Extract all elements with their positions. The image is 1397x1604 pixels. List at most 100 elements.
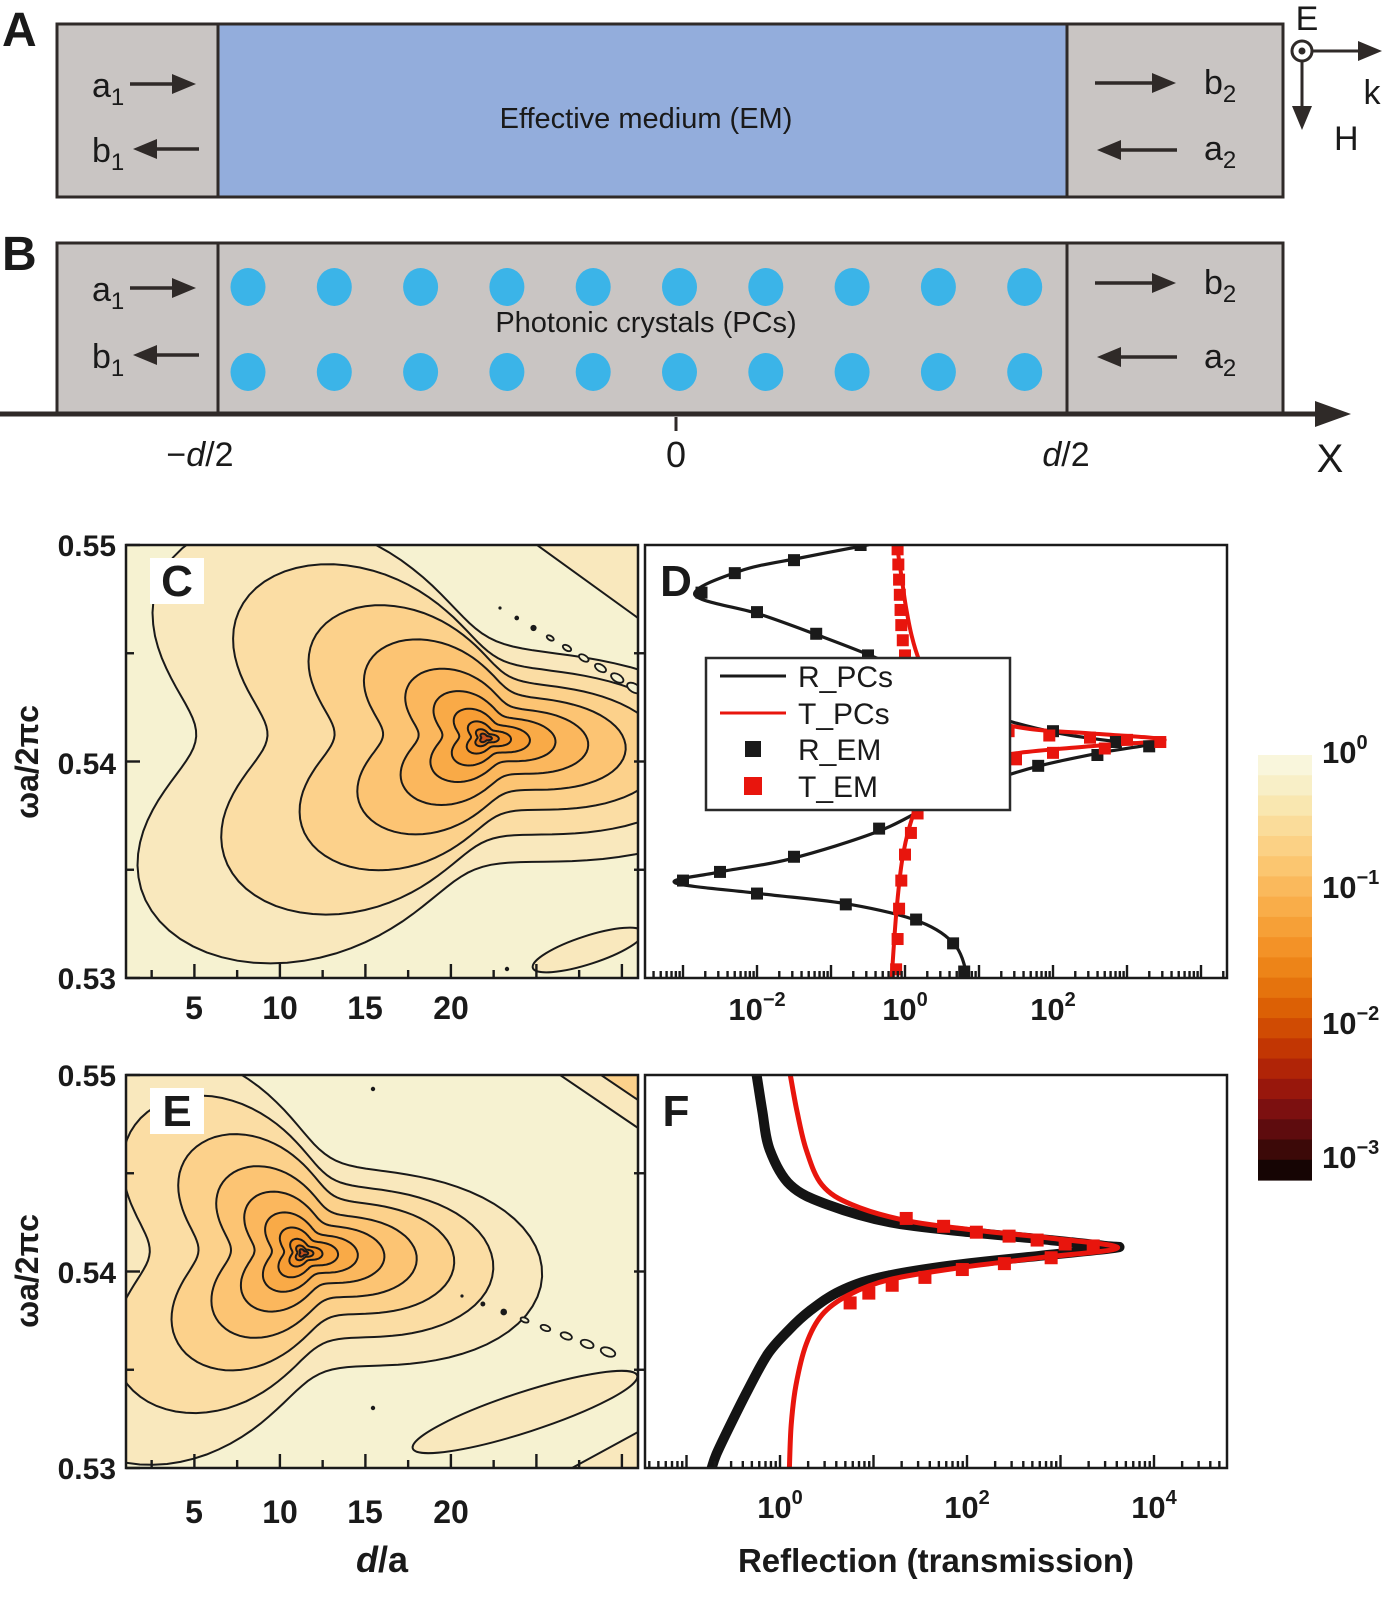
k-vector-label: k xyxy=(1364,74,1382,112)
port-a2-main-b: a xyxy=(1204,338,1223,376)
e-xlabel-rest: /a xyxy=(378,1539,409,1580)
port-b1-main-b: b xyxy=(92,338,111,376)
marker-T_EM xyxy=(1086,1239,1100,1253)
contour-islet xyxy=(599,1346,617,1358)
marker-T_EM xyxy=(904,826,917,839)
colorbar-step xyxy=(1258,1038,1312,1060)
colorbar-step xyxy=(1258,1139,1312,1161)
e-xlabel: d/a xyxy=(356,1539,409,1580)
panel-c-border xyxy=(124,543,640,980)
marker-T_EM xyxy=(893,902,906,915)
pc-rod xyxy=(489,268,525,306)
marker-T_EM xyxy=(895,619,908,632)
port-a2-label-a: a2 xyxy=(1204,130,1236,174)
pc-rod xyxy=(230,353,266,391)
colorbar-step xyxy=(1258,1018,1312,1039)
marker-T_EM xyxy=(894,603,907,616)
contour-speck xyxy=(500,1308,508,1316)
port-b1-main: b xyxy=(92,132,111,170)
e-out-of-plane-dot-icon xyxy=(1298,47,1306,55)
cbar-1e-2-exp: −2 xyxy=(1356,1003,1379,1025)
contour-islet xyxy=(610,672,625,684)
pc-rod xyxy=(834,353,870,391)
marker-T_EM xyxy=(862,1286,876,1300)
contour-islet xyxy=(579,1338,595,1350)
colorbar-step xyxy=(1258,977,1312,999)
d-xtick-1e0-exp: 0 xyxy=(917,989,928,1011)
pc-rod xyxy=(748,353,784,391)
panel-f-line-plot xyxy=(706,1075,1125,1468)
d-xtick-1e-2-exp: −2 xyxy=(763,989,786,1011)
marker-R_EM xyxy=(947,937,960,950)
f-xlabel: Reflection (transmission) xyxy=(738,1542,1134,1579)
f-xtick-1e2-base: 10 xyxy=(944,1490,978,1525)
neg-d-half-d: d xyxy=(186,436,206,474)
d-xtick-1e2-base: 10 xyxy=(1030,992,1064,1027)
pc-rod xyxy=(920,268,956,306)
marker-T_EM xyxy=(899,848,911,861)
panel-e-border xyxy=(124,1073,640,1470)
marker-T_EM xyxy=(1058,1237,1072,1251)
marker-T_EM xyxy=(1030,1233,1044,1247)
pc-rod xyxy=(834,268,870,306)
marker-R_EM xyxy=(873,822,886,835)
slab-b-right-gray xyxy=(1065,241,1285,415)
marker-T_EM xyxy=(1010,753,1022,766)
legend-label-t-em: T_EM xyxy=(798,771,878,804)
pc-rod xyxy=(1007,268,1043,306)
contour-level xyxy=(298,1248,310,1258)
pos-d-half-denom: /2 xyxy=(1061,436,1089,474)
contour-speck xyxy=(480,1301,486,1307)
marker-T_EM xyxy=(891,933,904,946)
contour-speck xyxy=(530,624,537,632)
f-xtick-1e2-exp: 2 xyxy=(979,1487,990,1509)
port-a1-label-a: a1 xyxy=(92,67,124,111)
marker-T_EM xyxy=(1047,746,1059,759)
marker-T_EM xyxy=(893,588,906,601)
pc-rod xyxy=(920,353,956,391)
contour-speck xyxy=(498,606,502,610)
marker-T_EM xyxy=(918,1270,932,1284)
port-b2-sub-b: 2 xyxy=(1223,281,1236,308)
contour-corner-lobe xyxy=(558,1075,638,1130)
marker-R_EM xyxy=(910,913,923,926)
marker-R_EM xyxy=(810,627,823,640)
d-xtick-1e0-base: 10 xyxy=(882,992,916,1027)
cbar-1e-2-base: 10 xyxy=(1322,1006,1356,1041)
marker-R_EM xyxy=(854,545,867,551)
f-xtick-1e2: 102 xyxy=(944,1487,990,1525)
pc-rod xyxy=(489,353,525,391)
e-xtick-5: 5 xyxy=(185,1494,203,1530)
pc-rod xyxy=(403,268,439,306)
colorbar-step xyxy=(1258,876,1312,898)
colorbar-step xyxy=(1258,997,1312,1019)
marker-R_EM xyxy=(677,874,689,887)
contour-corner-lobe xyxy=(599,1075,638,1102)
port-a1-main-b: a xyxy=(92,271,111,309)
panel-e-letter: E xyxy=(162,1087,191,1136)
d-xtick-1e2: 102 xyxy=(1030,989,1076,1027)
colorbar-step xyxy=(1258,1099,1312,1120)
c-ytick-0.54: 0.54 xyxy=(58,748,117,781)
colorbar-step xyxy=(1258,916,1312,938)
panel-c-contour-plot xyxy=(126,545,638,978)
contour-speck xyxy=(460,1294,464,1298)
colorbar-step xyxy=(1258,1159,1312,1181)
colorbar xyxy=(1258,755,1312,1181)
contour-speck xyxy=(370,1405,376,1411)
e-ytick-0.54: 0.54 xyxy=(58,1257,117,1290)
panel-f-letter: F xyxy=(663,1087,690,1136)
colorbar-step xyxy=(1258,1078,1312,1100)
c-xtick-5: 5 xyxy=(185,990,203,1026)
marker-R_EM xyxy=(714,865,726,878)
d-xtick-1e-2-base: 10 xyxy=(728,992,762,1027)
contour-islet xyxy=(545,634,555,642)
panel-c-letter-box xyxy=(150,558,204,604)
marker-R_EM xyxy=(788,554,800,567)
pc-rod xyxy=(662,268,697,306)
marker-T_EM xyxy=(955,1263,969,1277)
neg-d-half-label: −d/2 xyxy=(166,436,233,474)
panel-f-border xyxy=(643,1073,1229,1470)
